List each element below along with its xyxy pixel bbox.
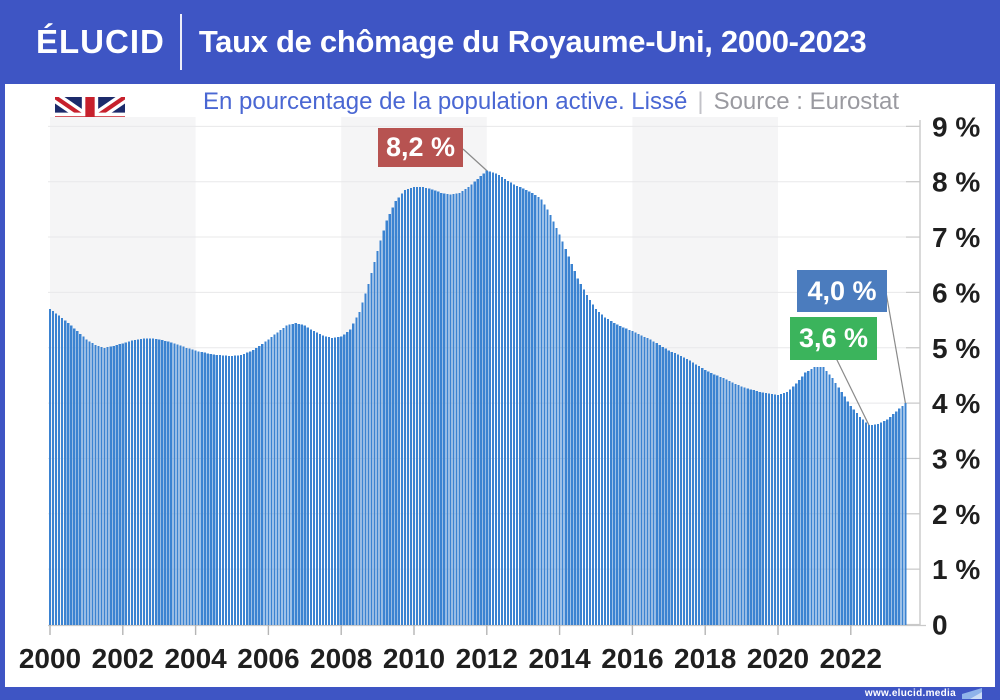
flag-arrow-icon [962,688,982,699]
elucid-logo: ÉLUCID [36,23,165,60]
x-axis-label: 2002 [92,643,154,674]
chart-subtitle: En pourcentage de la population active. … [145,88,957,116]
y-axis-label: 0 [932,610,948,641]
subtitle-separator: | [697,88,704,115]
y-axis-label: 8 % [932,167,980,198]
footer-site-label: www.elucid.media [864,688,956,699]
y-axis-label: 1 % [932,554,980,585]
source-label: Source : Eurostat [713,88,899,115]
x-axis-label: 2012 [456,643,518,674]
x-axis-label: 2008 [310,643,372,674]
annotation-peak-2012: 8,2 % [378,128,463,167]
chart-card: En pourcentage de la population active. … [5,84,995,687]
x-axis-label: 2020 [747,643,809,674]
annotation-latest-2023: 4,0 % [797,270,887,312]
x-axis-label: 2006 [237,643,299,674]
x-axis-label: 2018 [674,643,736,674]
subtitle-text: En pourcentage de la population active. … [202,88,688,115]
x-axis: 2000 2002 2004 2006 2008 2010 2012 2014 2016 2018… [19,625,882,674]
page-title: Taux de chômage du Royaume-Uni, 2000-202… [198,24,867,59]
x-axis-label: 2010 [383,643,445,674]
y-axis-label: 2 % [932,499,980,530]
y-axis-label: 6 % [932,277,980,308]
annotation-low-2022: 3,6 % [790,317,877,360]
x-axis-label: 2014 [528,643,591,674]
unemployment-area-chart: 0 1 % 2 % 3 % 4 % 5 % 6 % 7 % 8 % 9 % 2000 2002 2004… [19,111,981,674]
x-axis-label: 2016 [601,643,663,674]
y-axis-label: 3 % [932,443,980,474]
x-axis-label: 2000 [19,643,81,674]
footer-bar: www.elucid.media [0,687,1000,700]
header-divider [179,14,182,70]
x-axis-label: 2022 [820,643,882,674]
y-axis-label: 5 % [932,333,980,364]
x-axis-label: 2004 [164,643,227,674]
y-axis-label: 9 % [932,111,980,142]
header-bar: ÉLUCID Taux de chômage du Royaume-Uni, 2… [0,0,1000,84]
y-axis-label: 4 % [932,388,980,419]
y-axis: 0 1 % 2 % 3 % 4 % 5 % 6 % 7 % 8 % 9 % [48,111,980,641]
annotation-connectors [462,148,906,426]
y-axis-label: 7 % [932,222,980,253]
area-bars [48,170,907,626]
